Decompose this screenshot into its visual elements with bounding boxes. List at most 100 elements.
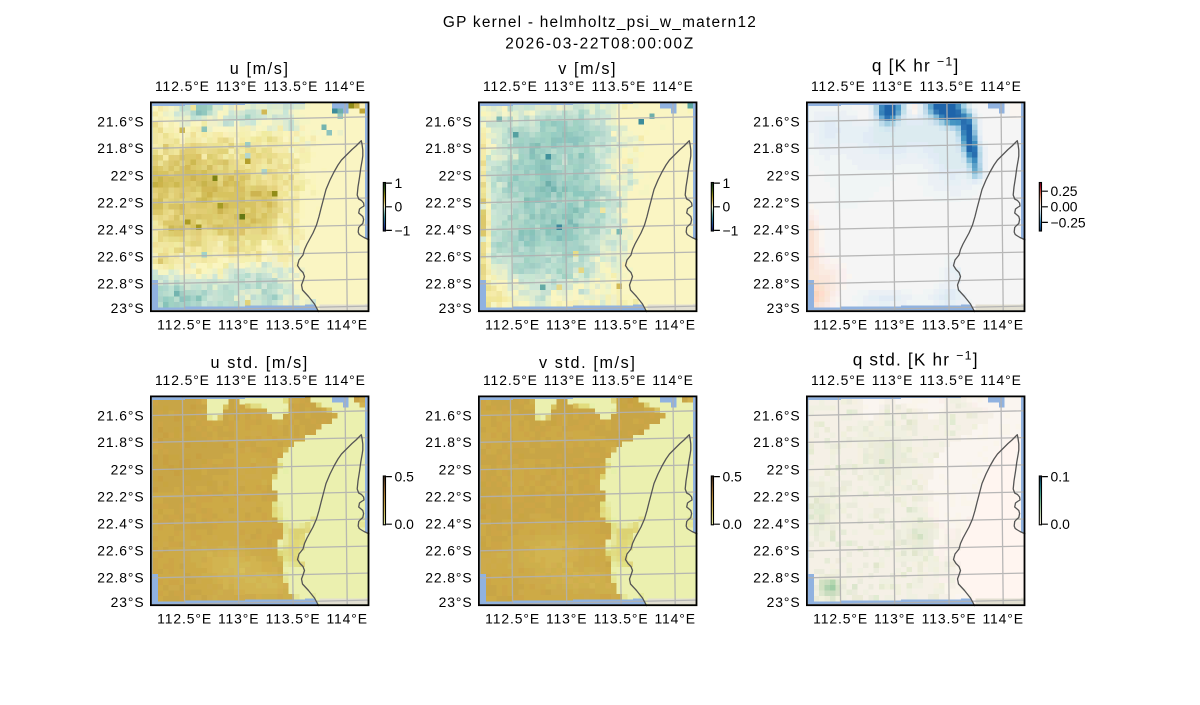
svg-text:0.25: 0.25	[1051, 183, 1078, 199]
svg-text:22°S: 22°S	[111, 167, 145, 183]
svg-text:112.5°E: 112.5°E	[157, 316, 212, 332]
svg-text:21.6°S: 21.6°S	[753, 113, 800, 129]
svg-text:114°E: 114°E	[982, 316, 1023, 332]
svg-text:113.5°E: 113.5°E	[594, 610, 649, 626]
svg-text:22.2°S: 22.2°S	[753, 195, 800, 211]
svg-text:22°S: 22°S	[111, 461, 145, 477]
svg-text:21.8°S: 21.8°S	[425, 434, 472, 450]
svg-text:22.4°S: 22.4°S	[97, 516, 144, 532]
svg-text:0: 0	[395, 199, 403, 215]
svg-text:114°E: 114°E	[326, 316, 367, 332]
svg-text:112.5°E: 112.5°E	[155, 372, 210, 388]
svg-text:21.8°S: 21.8°S	[97, 140, 144, 156]
svg-text:22°S: 22°S	[439, 167, 473, 183]
svg-text:21.6°S: 21.6°S	[425, 113, 472, 129]
svg-text:113.5°E: 113.5°E	[591, 78, 646, 94]
svg-text:113.5°E: 113.5°E	[919, 78, 974, 94]
svg-text:q [K hr −1]: q [K hr −1]	[872, 55, 960, 76]
svg-text:22.2°S: 22.2°S	[425, 489, 472, 505]
svg-text:114°E: 114°E	[982, 610, 1023, 626]
svg-text:22°S: 22°S	[439, 461, 473, 477]
svg-text:1: 1	[723, 175, 731, 191]
svg-text:114°E: 114°E	[654, 610, 695, 626]
svg-text:0.0: 0.0	[395, 516, 415, 532]
svg-text:21.8°S: 21.8°S	[97, 434, 144, 450]
svg-text:−1: −1	[723, 222, 739, 238]
svg-text:23°S: 23°S	[439, 300, 473, 316]
svg-text:0.00: 0.00	[1051, 199, 1078, 215]
svg-text:21.8°S: 21.8°S	[753, 434, 800, 450]
svg-text:113.5°E: 113.5°E	[922, 610, 977, 626]
svg-text:22.6°S: 22.6°S	[753, 543, 800, 559]
svg-text:22.8°S: 22.8°S	[425, 570, 472, 586]
svg-text:22.4°S: 22.4°S	[425, 516, 472, 532]
svg-text:114°E: 114°E	[652, 78, 693, 94]
svg-text:112.5°E: 112.5°E	[485, 316, 540, 332]
svg-text:113.5°E: 113.5°E	[919, 372, 974, 388]
svg-text:23°S: 23°S	[439, 594, 473, 610]
svg-text:22.6°S: 22.6°S	[425, 249, 472, 265]
svg-text:112.5°E: 112.5°E	[483, 372, 538, 388]
svg-text:113°E: 113°E	[546, 316, 587, 332]
svg-text:22.2°S: 22.2°S	[425, 195, 472, 211]
svg-text:0.1: 0.1	[1051, 469, 1071, 485]
svg-text:21.8°S: 21.8°S	[753, 140, 800, 156]
svg-text:114°E: 114°E	[980, 78, 1021, 94]
svg-text:112.5°E: 112.5°E	[483, 78, 538, 94]
svg-text:114°E: 114°E	[324, 78, 365, 94]
svg-text:23°S: 23°S	[111, 594, 145, 610]
svg-text:22.6°S: 22.6°S	[753, 249, 800, 265]
svg-text:114°E: 114°E	[324, 372, 365, 388]
svg-text:113°E: 113°E	[218, 316, 259, 332]
svg-text:112.5°E: 112.5°E	[155, 78, 210, 94]
svg-text:22.4°S: 22.4°S	[753, 516, 800, 532]
svg-text:23°S: 23°S	[111, 300, 145, 316]
svg-text:113°E: 113°E	[546, 610, 587, 626]
svg-text:22.2°S: 22.2°S	[753, 489, 800, 505]
svg-text:113.5°E: 113.5°E	[922, 316, 977, 332]
svg-text:113.5°E: 113.5°E	[266, 610, 321, 626]
svg-text:0: 0	[723, 199, 731, 215]
svg-text:113.5°E: 113.5°E	[591, 372, 646, 388]
svg-text:113°E: 113°E	[218, 610, 259, 626]
svg-text:22.4°S: 22.4°S	[97, 222, 144, 238]
svg-text:GP kernel - helmholtz_psi_w_ma: GP kernel - helmholtz_psi_w_matern12	[443, 14, 757, 31]
svg-text:21.6°S: 21.6°S	[425, 407, 472, 423]
svg-text:113°E: 113°E	[216, 78, 257, 94]
svg-text:22.6°S: 22.6°S	[97, 543, 144, 559]
svg-text:112.5°E: 112.5°E	[811, 78, 866, 94]
svg-text:112.5°E: 112.5°E	[157, 610, 212, 626]
svg-text:22.6°S: 22.6°S	[425, 543, 472, 559]
svg-text:113°E: 113°E	[544, 372, 585, 388]
svg-text:113.5°E: 113.5°E	[266, 316, 321, 332]
svg-text:114°E: 114°E	[326, 610, 367, 626]
svg-text:u std. [m/s]: u std. [m/s]	[211, 354, 309, 372]
svg-text:21.6°S: 21.6°S	[97, 113, 144, 129]
svg-text:112.5°E: 112.5°E	[813, 610, 868, 626]
svg-text:q std. [K hr −1]: q std. [K hr −1]	[853, 349, 979, 370]
svg-text:v std. [m/s]: v std. [m/s]	[539, 354, 636, 372]
svg-text:21.6°S: 21.6°S	[753, 407, 800, 423]
svg-text:21.6°S: 21.6°S	[97, 407, 144, 423]
svg-text:113°E: 113°E	[544, 78, 585, 94]
svg-text:113.5°E: 113.5°E	[263, 78, 318, 94]
svg-text:0.5: 0.5	[723, 469, 743, 485]
svg-text:1: 1	[395, 175, 403, 191]
svg-text:0.0: 0.0	[723, 516, 743, 532]
svg-text:21.8°S: 21.8°S	[425, 140, 472, 156]
svg-text:0.0: 0.0	[1051, 516, 1071, 532]
svg-text:22.8°S: 22.8°S	[97, 570, 144, 586]
svg-text:−0.25: −0.25	[1051, 214, 1086, 230]
svg-text:22°S: 22°S	[767, 167, 801, 183]
svg-text:113°E: 113°E	[216, 372, 257, 388]
svg-text:22.2°S: 22.2°S	[97, 489, 144, 505]
svg-text:22.4°S: 22.4°S	[753, 222, 800, 238]
svg-text:114°E: 114°E	[652, 372, 693, 388]
svg-text:−1: −1	[395, 222, 411, 238]
svg-text:22°S: 22°S	[767, 461, 801, 477]
svg-text:113°E: 113°E	[872, 372, 913, 388]
svg-text:112.5°E: 112.5°E	[485, 610, 540, 626]
svg-text:u [m/s]: u [m/s]	[230, 60, 290, 78]
svg-text:113°E: 113°E	[872, 78, 913, 94]
svg-text:22.8°S: 22.8°S	[97, 276, 144, 292]
